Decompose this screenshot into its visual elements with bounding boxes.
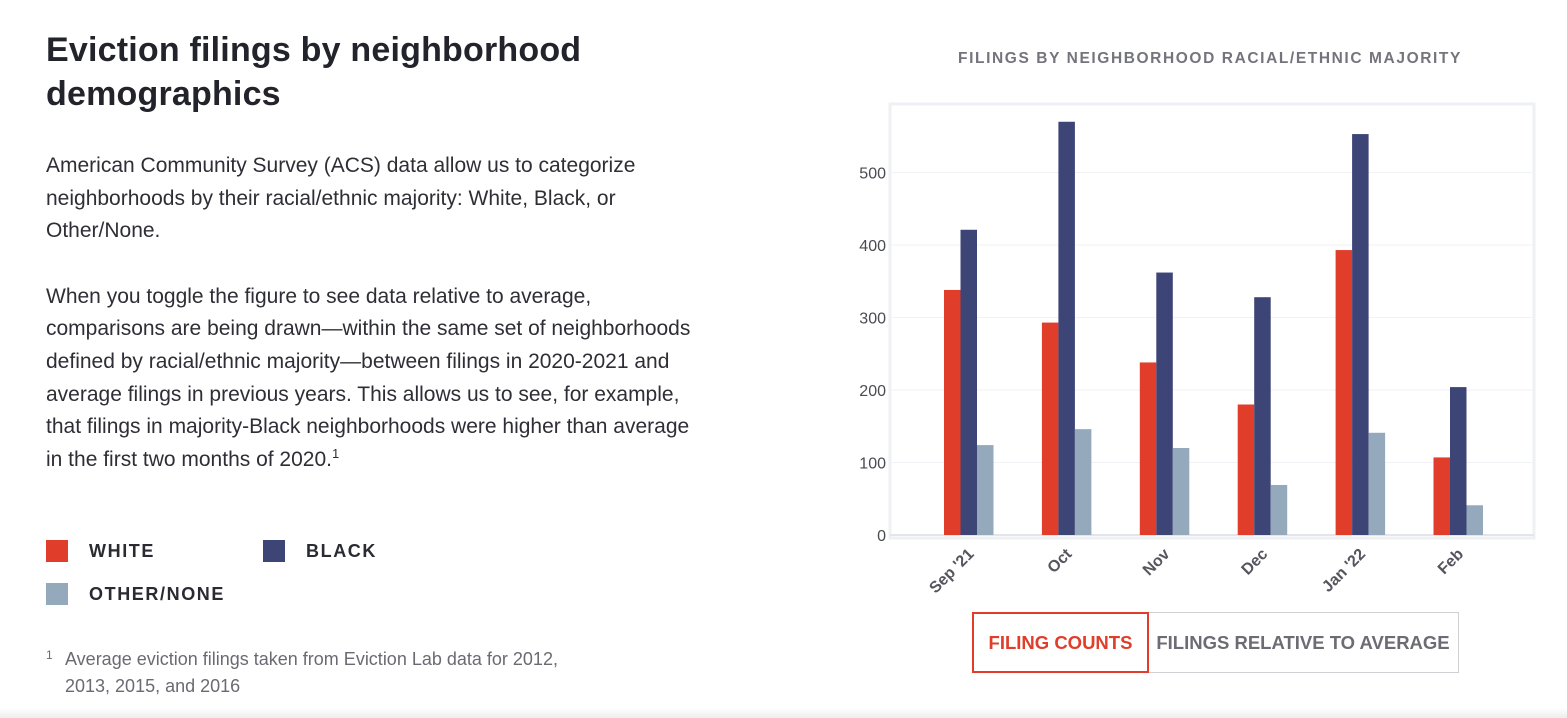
plot-frame (888, 102, 1536, 540)
bar-white-2 (1139, 362, 1157, 535)
bar-other-none-5 (1466, 505, 1483, 535)
x-tick-label: Oct (1045, 545, 1076, 576)
legend-swatch-other-none (46, 583, 68, 605)
y-tick-label: 0 (877, 528, 886, 545)
chart-bars (944, 121, 1483, 535)
bottom-divider-shadow (0, 708, 1567, 718)
bar-black-0 (960, 229, 977, 535)
legend-item-black: BLACK (263, 540, 377, 562)
bar-white-3 (1237, 404, 1255, 535)
bar-black-5 (1450, 387, 1467, 535)
page-title: Eviction filings by neighborhood demogra… (46, 31, 582, 113)
y-tick-label: 300 (859, 311, 886, 328)
legend-item-other-none: OTHER/NONE (46, 583, 225, 605)
y-tick-label: 500 (859, 166, 886, 183)
bar-black-4 (1352, 134, 1369, 535)
footnote-marker: 1 (46, 648, 53, 662)
bar-black-1 (1058, 121, 1075, 535)
bar-white-0 (944, 289, 961, 535)
bar-other-none-0 (977, 445, 994, 535)
bar-black-3 (1254, 297, 1271, 535)
legend-swatch-black (263, 540, 285, 562)
intro-paragraph: American Community Survey (ACS) data all… (46, 154, 636, 243)
x-tick-label: Sep '21 (926, 546, 977, 597)
bar-white-1 (1041, 322, 1059, 535)
legend-label-white: WHITE (89, 540, 155, 561)
bar-other-none-2 (1172, 448, 1190, 535)
bar-other-none-3 (1270, 484, 1288, 535)
filing-counts-toggle-button[interactable]: FILING COUNTS (972, 612, 1149, 673)
bar-chart: 0 100 200 300 400 500 Sep '21 Oct Nov Dec Jan '22 F… (859, 102, 1536, 597)
relative-to-average-toggle-button[interactable]: FILINGS RELATIVE TO AVERAGE (1156, 631, 1450, 653)
legend-item-white: WHITE (46, 540, 155, 562)
x-tick-label: Nov (1140, 546, 1173, 579)
view-toggle: FILING COUNTS FILINGS RELATIVE TO AVERAG… (972, 612, 1459, 673)
bar-white-4 (1335, 250, 1353, 535)
toggle-explanation-paragraph: When you toggle the figure to see data r… (46, 281, 706, 477)
chart-gridlines (888, 102, 1536, 540)
legend-label-black: BLACK (306, 540, 377, 561)
legend-label-other-none: OTHER/NONE (89, 583, 226, 604)
chart-title: FILINGS BY NEIGHBORHOOD RACIAL/ETHNIC MA… (958, 50, 1462, 67)
x-tick-label: Feb (1435, 546, 1467, 578)
y-tick-label: 400 (859, 238, 886, 255)
footnote-text: Average eviction filings taken from Evic… (65, 649, 558, 696)
bar-other-none-1 (1074, 429, 1092, 535)
bar-other-none-4 (1368, 432, 1386, 535)
x-tick-label: Dec (1238, 546, 1271, 579)
y-tick-label: 200 (859, 383, 886, 400)
text-panel: Eviction filings by neighborhood demogra… (46, 28, 706, 476)
chart-legend: WHITE BLACK OTHER/NONE (46, 540, 466, 610)
y-tick-label: 100 (859, 456, 886, 473)
legend-swatch-white (46, 540, 68, 562)
footnote: 1 Average eviction filings taken from Ev… (46, 646, 566, 700)
bar-black-2 (1156, 272, 1173, 535)
toggle-explanation-text: When you toggle the figure to see data r… (46, 284, 691, 471)
footnote-reference[interactable]: 1 (331, 445, 340, 461)
x-tick-label: Jan '22 (1319, 546, 1369, 596)
bar-white-5 (1433, 457, 1450, 535)
